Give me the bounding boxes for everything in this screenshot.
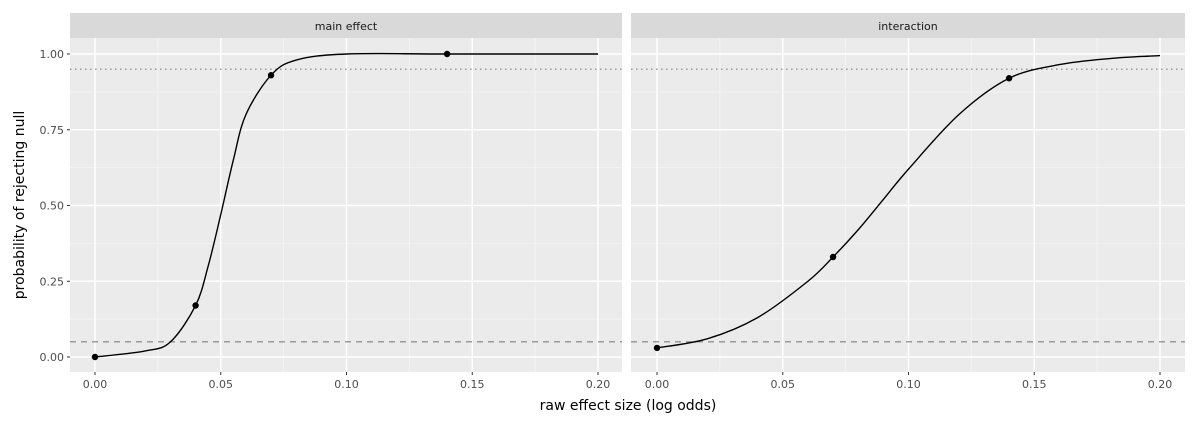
- panel-main-effect: main effect 0.00 0.05 0.10 0.15 0.20: [70, 13, 622, 391]
- y-tick-label: 0.50: [40, 200, 65, 213]
- x-tick-label: 0.05: [771, 378, 796, 391]
- y-axis-title: probability of rejecting null: [12, 111, 28, 299]
- facet-strip: [631, 13, 1185, 38]
- data-point: [653, 344, 661, 352]
- y-tick-label: 0.75: [40, 124, 65, 137]
- x-tick-label: 0.05: [209, 378, 234, 391]
- data-point: [267, 72, 275, 79]
- data-point: [192, 302, 199, 309]
- data-point: [91, 353, 99, 361]
- power-curve: [656, 54, 1161, 349]
- panel-interaction: interaction 0.00 0.05 0.10 0.15 0.20: [631, 13, 1185, 391]
- x-tick-label: 0.15: [1022, 378, 1047, 391]
- data-point: [829, 253, 837, 261]
- data-point: [443, 50, 451, 58]
- x-tick-label: 0.20: [586, 378, 611, 391]
- x-tick-label: 0.10: [334, 378, 359, 391]
- data-point: [1005, 75, 1013, 82]
- y-tick-label: 0.25: [40, 275, 65, 288]
- x-tick-label: 0.00: [83, 378, 108, 391]
- facet-label: main effect: [315, 20, 378, 33]
- x-tick-label: 0.15: [460, 378, 485, 391]
- facet-label: interaction: [878, 20, 938, 33]
- x-axis-title: raw effect size (log odds): [540, 398, 717, 414]
- facet-strip: [70, 13, 622, 38]
- x-tick-label: 0.20: [1148, 378, 1173, 391]
- x-tick-label: 0.00: [645, 378, 670, 391]
- x-tick-label: 0.10: [896, 378, 921, 391]
- power-curve: [94, 52, 598, 358]
- y-tick-label: 1.00: [40, 48, 65, 61]
- y-tick-label: 0.00: [40, 351, 65, 364]
